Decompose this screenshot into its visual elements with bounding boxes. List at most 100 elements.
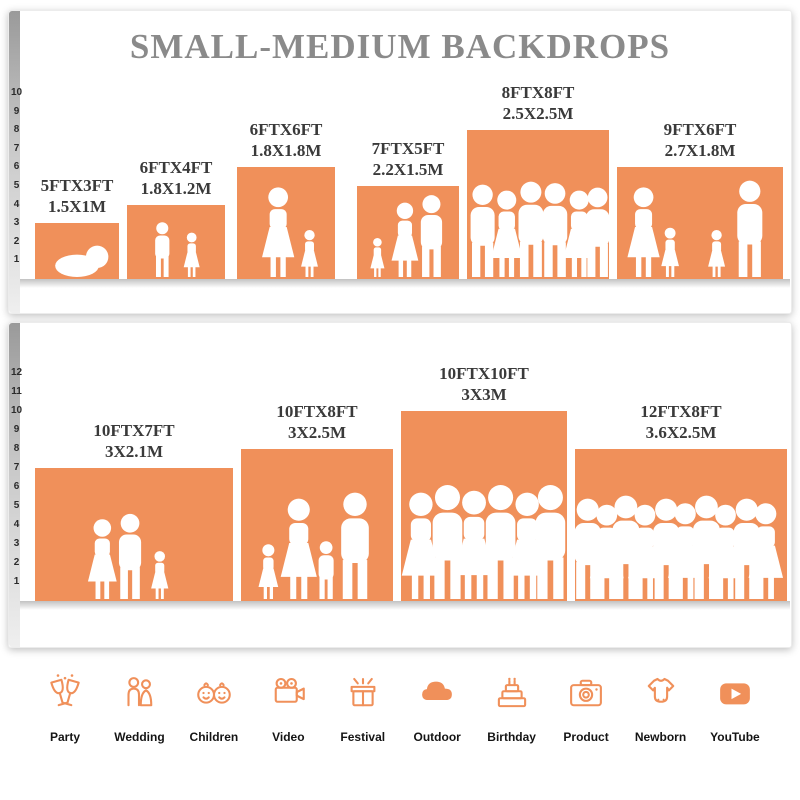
backdrop-size-ft: 5FTX3FT	[40, 176, 114, 195]
ruler-tick: 7	[13, 462, 20, 473]
ruler-tick: 6	[13, 161, 20, 173]
ruler-strip	[9, 323, 20, 647]
category-video: Video	[255, 660, 321, 775]
backdrop-label: 6FTX6FT 1.8X1.8M	[250, 119, 323, 161]
ruler-tick: 6	[13, 481, 20, 492]
baseline-shadow	[20, 279, 790, 288]
ruler-tick: 11	[11, 386, 22, 397]
backdrop-bar	[357, 186, 459, 279]
birthday-icon	[491, 660, 533, 719]
category-label: Video	[272, 730, 305, 744]
backdrop-size-ft: 6FTX4FT	[139, 158, 213, 177]
category-youtube: YouTube	[702, 660, 768, 775]
backdrop-bar	[35, 468, 233, 601]
people-silhouettes	[575, 495, 784, 599]
ruler-tick: 2	[13, 557, 20, 568]
ruler-tick: 4	[13, 519, 20, 530]
people-silhouettes	[627, 180, 763, 277]
backdrop-size-ft: 12FTX8FT	[640, 402, 722, 421]
backdrop-label: 9FTX6FT 2.7X1.8M	[664, 119, 737, 161]
people-silhouettes	[262, 187, 318, 277]
backdrop-bar	[467, 130, 609, 279]
ruler-tick: 10	[10, 405, 23, 416]
backdrop-size-ft: 7FTX5FT	[371, 139, 445, 158]
category-newborn: Newborn	[628, 660, 694, 775]
ruler-tick: 2	[13, 235, 20, 247]
backdrop-size-ft: 6FTX6FT	[249, 120, 323, 139]
people-silhouettes	[55, 245, 109, 277]
backdrop-size-ft: 10FTX10FT	[439, 364, 529, 383]
backdrop-size-m: 3X3M	[461, 385, 507, 404]
people-silhouettes	[258, 492, 369, 599]
backdrop-size-m: 1.8X1.2M	[140, 179, 212, 198]
category-label: Wedding	[114, 730, 165, 744]
people-silhouettes	[87, 513, 169, 599]
backdrop-size-ft: 8FTX8FT	[501, 83, 575, 102]
panel-small-medium-bottom: 1 2 3 4 5 6 7 8 9 10 11 12 10FTX7FT 3X2.1M 10FTX8FT 3X2…	[8, 322, 792, 648]
ruler-tick: 9	[13, 424, 20, 435]
backdrop-size-m: 2.2X1.5M	[372, 160, 444, 179]
backdrop-size-m: 1.5X1M	[47, 197, 107, 216]
newborn-icon	[640, 660, 682, 719]
people-silhouettes	[470, 181, 609, 277]
category-party: Party	[32, 660, 98, 775]
backdrop-label: 8FTX8FT 2.5X2.5M	[502, 82, 575, 124]
backdrop-label: 10FTX8FT 3X2.5M	[276, 401, 357, 443]
backdrop-label: 10FTX7FT 3X2.1M	[93, 420, 174, 462]
ruler-tick: 4	[13, 198, 20, 210]
category-label: Product	[563, 730, 609, 744]
ruler-tick: 5	[13, 500, 20, 511]
backdrop-size-m: 3X2.5M	[287, 423, 347, 442]
category-children: Children	[181, 660, 247, 775]
category-label: Festival	[340, 730, 386, 744]
baseline-shadow	[20, 601, 790, 610]
category-product: Product	[553, 660, 619, 775]
category-outdoor: Outdoor	[404, 660, 470, 775]
category-label: Party	[49, 730, 81, 744]
backdrop-label: 10FTX10FT 3X3M	[439, 363, 529, 405]
backdrop-size-ft: 10FTX7FT	[93, 421, 175, 440]
outdoor-icon	[416, 660, 458, 719]
backdrop-bar	[35, 223, 119, 279]
backdrop-bar	[241, 449, 393, 601]
backdrop-size-m: 1.8X1.8M	[250, 141, 322, 160]
video-icon	[267, 660, 309, 719]
backdrop-size-m: 3X2.1M	[104, 442, 164, 461]
ruler-tick: 8	[13, 443, 20, 454]
backdrop-size-ft: 10FTX8FT	[276, 402, 358, 421]
backdrop-label: 6FTX4FT 1.8X1.2M	[140, 157, 213, 199]
category-label: Children	[189, 730, 239, 744]
festival-icon	[342, 660, 384, 719]
category-bar: Party Wedding Children Video Festival Outdoor…	[10, 660, 790, 775]
backdrop-bar	[127, 205, 225, 279]
people-silhouettes	[155, 222, 200, 277]
ruler-tick: 1	[13, 576, 20, 587]
ruler-tick: 8	[13, 124, 20, 136]
children-icon	[193, 660, 235, 719]
category-label: YouTube	[710, 730, 760, 744]
product-icon	[565, 660, 607, 719]
wedding-icon	[118, 660, 160, 719]
category-label: Outdoor	[413, 730, 461, 744]
backdrop-label: 12FTX8FT 3.6X2.5M	[640, 401, 721, 443]
ruler-tick: 3	[13, 217, 20, 229]
backdrop-bar	[617, 167, 783, 279]
category-label: Newborn	[634, 730, 687, 744]
backdrop-size-ft: 9FTX6FT	[663, 120, 737, 139]
category-birthday: Birthday	[479, 660, 545, 775]
backdrop-label: 5FTX3FT 1.5X1M	[41, 175, 114, 217]
page-title: SMALL-MEDIUM BACKDROPS	[129, 27, 671, 66]
backdrop-bar	[575, 449, 787, 601]
people-silhouettes	[370, 195, 443, 277]
backdrop-bar	[401, 411, 567, 601]
ruler-tick: 9	[13, 105, 20, 117]
ruler-strip	[9, 11, 20, 313]
ruler-tick: 10	[10, 87, 23, 98]
backdrop-label: 7FTX5FT 2.2X1.5M	[372, 138, 445, 180]
ruler-tick: 5	[13, 180, 20, 191]
ruler-tick: 1	[13, 254, 20, 266]
panel-small-medium-top: SMALL-MEDIUM BACKDROPS 1 2 3 4 5 6 7 8 9 10 5FTX3F…	[8, 10, 792, 314]
backdrop-size-m: 2.5X2.5M	[502, 104, 574, 123]
youtube-icon	[714, 660, 756, 719]
people-silhouettes	[401, 485, 566, 599]
